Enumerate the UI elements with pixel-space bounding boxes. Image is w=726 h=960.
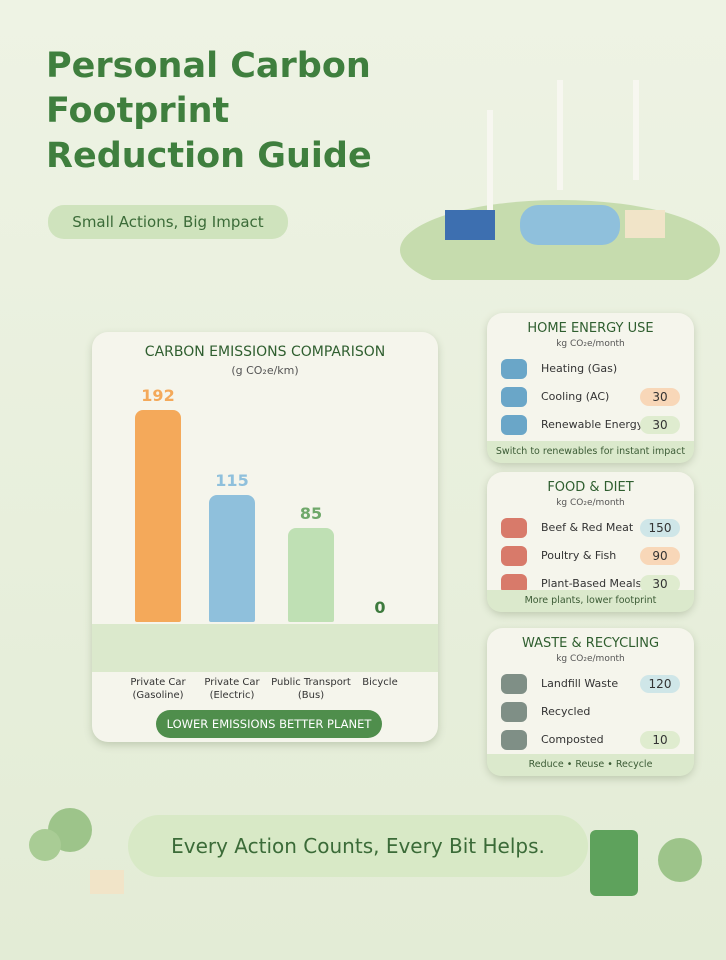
scene <box>400 80 720 280</box>
category-label: Private Car (Gasoline) <box>130 677 186 701</box>
chart-card: CARBON EMISSIONS COMPARISON (g CO₂e/km) … <box>92 332 438 742</box>
vehicle-strip <box>92 624 438 672</box>
chart-footer: LOWER EMISSIONS BETTER PLANET <box>156 710 382 738</box>
bar <box>135 410 181 622</box>
value-label: 192 <box>141 386 175 405</box>
item-value: 120 <box>640 675 680 693</box>
item-icon <box>501 674 527 694</box>
item-value: 30 <box>640 575 680 593</box>
plot: 192 Private Car (Gasoline) 115 Private Car … <box>92 332 438 742</box>
panel: FOOD & DIET kg CO₂e/month Beef & Red Meat 1… <box>487 472 694 612</box>
subtitle: Small Actions, Big Impact <box>48 205 288 239</box>
bar <box>288 528 334 622</box>
item-label: Plant-Based Meals <box>541 577 642 590</box>
panel-title: WASTE & RECYCLING <box>521 636 660 651</box>
category-label: Public Transport (Bus) <box>271 677 351 701</box>
item-icon <box>501 730 527 750</box>
banner: Every Action Counts, Every Bit Helps. <box>128 815 588 877</box>
item-value: 30 <box>640 416 680 434</box>
item-label: Renewable Energy <box>541 418 644 431</box>
chart-subtitle: (g CO₂e/km) <box>231 364 299 377</box>
item-icon <box>501 387 527 407</box>
item-icon <box>501 546 527 566</box>
value-label: 115 <box>215 471 249 491</box>
value-label: 0 <box>374 598 386 617</box>
category-label: Bicycle <box>362 677 398 688</box>
panel-note: More plants, lower footprint <box>487 590 694 612</box>
panel-title: FOOD & DIET <box>547 480 634 495</box>
item-icon <box>501 518 527 538</box>
value-label: 85 <box>299 504 323 524</box>
item-value: 30 <box>640 388 680 406</box>
item-label: Beef & Red Meat <box>541 521 634 534</box>
item-value: 150 <box>640 519 680 537</box>
category-label: Private Car (Electric) <box>204 677 260 701</box>
item-value: 10 <box>640 731 680 749</box>
item-icon <box>501 359 527 379</box>
item-icon <box>501 415 527 435</box>
item-label: Recycled <box>541 705 591 718</box>
panel: HOME ENERGY USE kg CO₂e/month Heating (Gas… <box>487 313 694 463</box>
item-label: Landfill Waste <box>541 677 619 690</box>
item-icon <box>501 702 527 722</box>
bin-scene <box>590 830 702 896</box>
panel-note: Reduce • Reuse • Recycle <box>487 754 694 776</box>
item-icon <box>501 574 527 594</box>
panel-unit: kg CO₂e/month <box>556 498 625 508</box>
panel: WASTE & RECYCLING kg CO₂e/month Landfill W… <box>487 628 694 776</box>
panel-unit: kg CO₂e/month <box>556 339 625 349</box>
chart-title: CARBON EMISSIONS COMPARISON <box>144 344 386 360</box>
item-label: Heating (Gas) <box>541 362 618 375</box>
item-label: Poultry & Fish <box>541 549 617 562</box>
bar <box>209 495 255 622</box>
panel-unit: kg CO₂e/month <box>556 654 625 664</box>
panel-title: HOME ENERGY USE <box>527 321 654 336</box>
item-label: Cooling (AC) <box>541 390 610 403</box>
tree-scene <box>29 808 124 894</box>
item-value: 90 <box>640 547 680 565</box>
item-label: Composted <box>541 733 604 746</box>
title: Personal Carbon Footprint Reduction Guid… <box>46 46 372 176</box>
panel-note: Switch to renewables for instant impact <box>487 441 694 463</box>
